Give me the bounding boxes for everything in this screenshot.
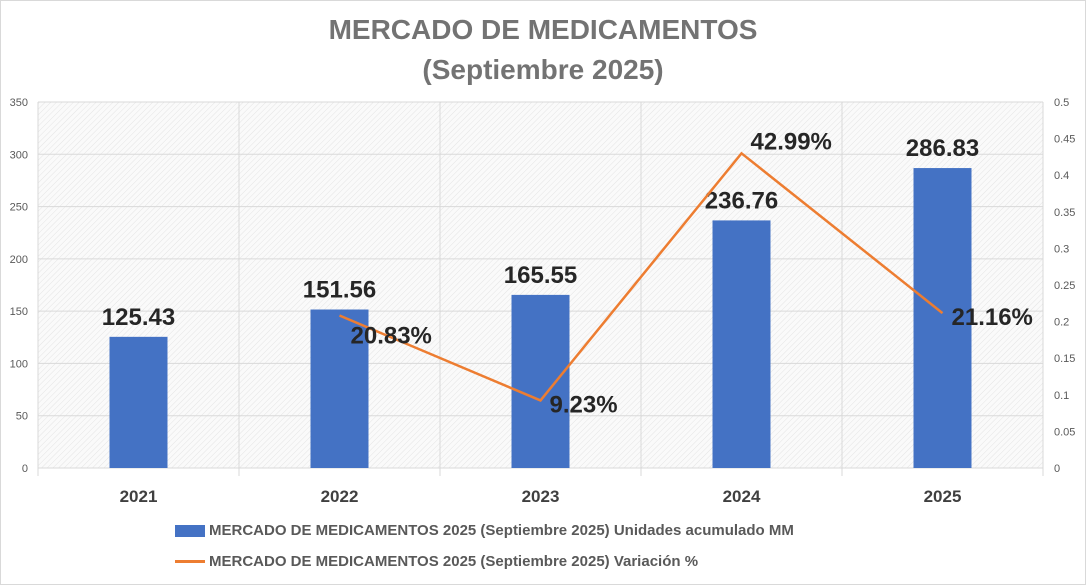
y2-tick-label: 0.4	[1054, 170, 1069, 182]
bar	[310, 309, 369, 468]
y-tick-label: 0	[22, 463, 28, 475]
legend-item-variation: MERCADO DE MEDICAMENTOS 2025 (Septiembre…	[175, 553, 698, 570]
legend-label-variation: MERCADO DE MEDICAMENTOS 2025 (Septiembre…	[209, 553, 699, 570]
y2-tick-label: 0	[1054, 463, 1060, 475]
y2-tick-label: 0.5	[1054, 97, 1069, 109]
legend-swatch-bar	[175, 524, 205, 537]
line-data-label: 21.16%	[952, 304, 1033, 331]
x-tick-label: 2021	[120, 487, 158, 506]
line-data-label: 20.83%	[351, 323, 432, 350]
y2-tick-label: 0.2	[1054, 317, 1069, 329]
bar	[712, 220, 771, 468]
bar-data-label: 125.43	[102, 304, 175, 331]
line-data-label: 9.23%	[550, 391, 618, 418]
y-tick-label: 200	[10, 254, 28, 266]
y2-tick-label: 0.3	[1054, 243, 1069, 255]
y2-tick-label: 0.25	[1054, 280, 1075, 292]
chart-subtitle: (Septiembre 2025)	[422, 54, 664, 85]
legend-swatch-line	[175, 560, 205, 563]
bar-data-label: 286.83	[906, 135, 979, 162]
y2-tick-label: 0.05	[1054, 426, 1075, 438]
bar-data-label: 236.76	[705, 187, 778, 214]
y-tick-label: 300	[10, 149, 28, 161]
bar	[109, 336, 168, 468]
bar-data-label: 165.55	[504, 262, 577, 289]
variation-line	[339, 151, 944, 402]
y2-tick-label: 0.1	[1054, 390, 1069, 402]
y2-tick-label: 0.35	[1054, 207, 1075, 219]
x-tick-label: 2022	[321, 487, 359, 506]
x-tick-label: 2023	[522, 487, 560, 506]
y-tick-label: 350	[10, 97, 28, 109]
y-tick-label: 250	[10, 202, 28, 214]
bar-data-label: 151.56	[303, 277, 376, 304]
y-tick-label: 100	[10, 358, 28, 370]
y2-tick-label: 0.45	[1054, 134, 1075, 146]
line-data-label: 42.99%	[751, 128, 832, 155]
legend-item-units: MERCADO DE MEDICAMENTOS 2025 (Septiembre…	[175, 522, 794, 539]
bar	[913, 168, 972, 468]
y-tick-label: 150	[10, 306, 28, 318]
bar	[511, 294, 570, 468]
legend-label-units: MERCADO DE MEDICAMENTOS 2025 (Septiembre…	[209, 522, 794, 539]
chart-title: MERCADO DE MEDICAMENTOS	[328, 14, 758, 45]
y-tick-label: 50	[16, 411, 28, 423]
x-tick-label: 2025	[924, 487, 962, 506]
y2-tick-label: 0.15	[1054, 353, 1075, 365]
x-tick-label: 2024	[723, 487, 761, 506]
